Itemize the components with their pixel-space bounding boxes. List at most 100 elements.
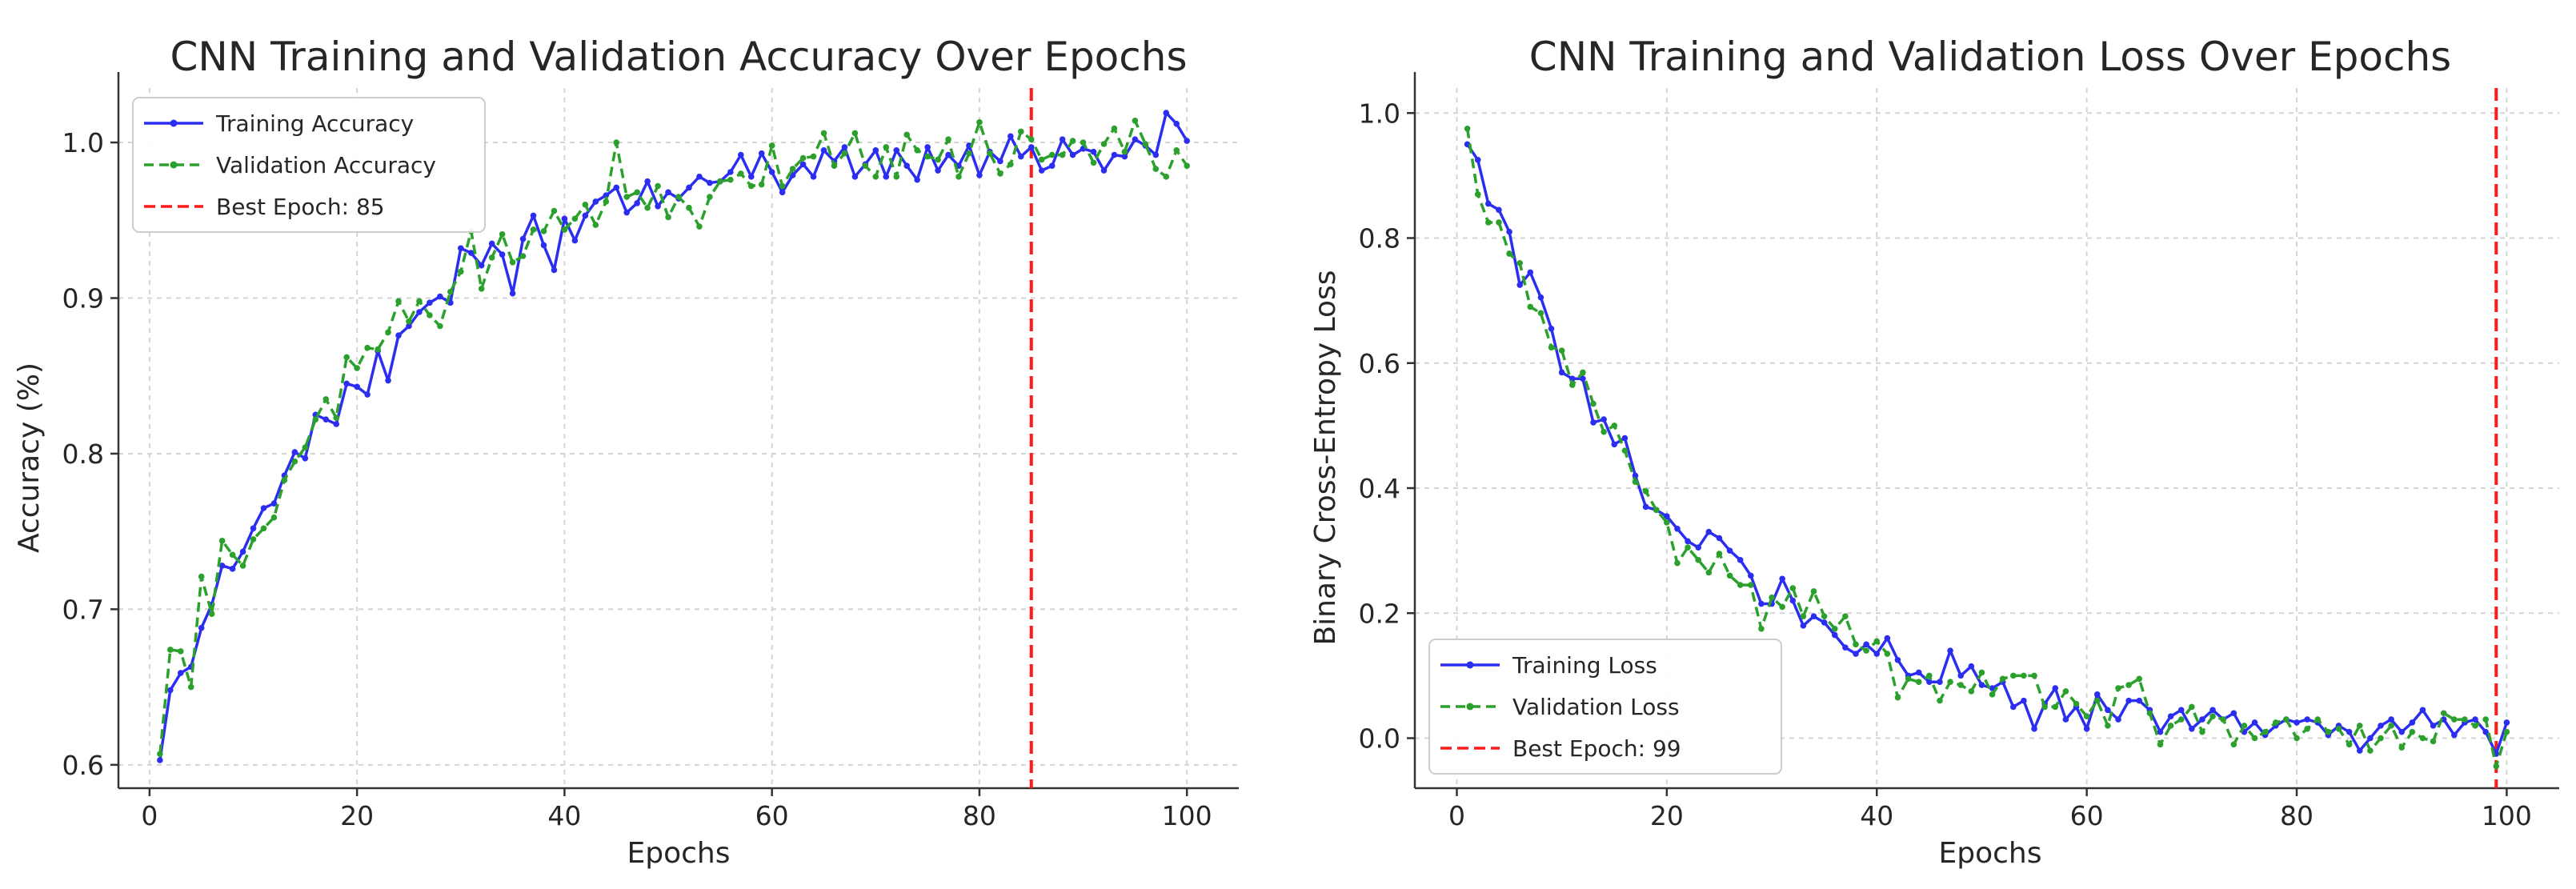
validation-data-point (561, 226, 568, 233)
validation-data-point (2503, 728, 2510, 735)
validation-data-point (1737, 582, 1744, 588)
training-data-point (437, 293, 443, 300)
validation-data-point (903, 131, 910, 138)
training-data-point (2451, 731, 2458, 739)
validation-data-point (1664, 519, 1670, 526)
training-data-point (177, 670, 184, 676)
validation-data-point (1474, 191, 1481, 198)
validation-data-point (1184, 162, 1190, 170)
validation-data-point (2157, 741, 2164, 748)
validation-data-point (634, 189, 640, 196)
training-data-point (893, 146, 900, 154)
validation-data-point (2230, 741, 2237, 748)
validation-data-point (1748, 582, 1754, 588)
legend-swatch-marker (170, 119, 178, 127)
validation-data-point (1821, 613, 1828, 619)
validation-data-point (2272, 719, 2279, 726)
x-tick-label: 60 (755, 800, 789, 831)
validation-data-point (281, 477, 288, 483)
training-data-point (623, 209, 630, 216)
training-data-point (696, 174, 703, 180)
validation-data-point (1831, 625, 1838, 632)
validation-data-point (2367, 747, 2374, 754)
training-data-point (1695, 544, 1702, 551)
validation-data-point (291, 458, 298, 465)
y-tick-label: 0.2 (1359, 598, 1400, 629)
validation-data-point (1516, 259, 1523, 266)
training-data-point (540, 242, 547, 249)
validation-data-point (1611, 422, 1618, 429)
validation-data-point (2482, 716, 2489, 723)
x-tick-label: 20 (1650, 800, 1684, 831)
training-data-point (561, 215, 568, 222)
y-tick-label: 0.8 (1359, 223, 1400, 254)
training-data-point (1947, 647, 1953, 654)
training-data-point (2378, 723, 2384, 729)
training-data-point (1632, 472, 1639, 479)
x-tick-label: 100 (2482, 800, 2532, 831)
training-data-point (457, 245, 464, 252)
training-data-point (945, 151, 951, 158)
training-data-point (2356, 747, 2363, 754)
validation-data-point (2115, 685, 2121, 691)
validation-data-point (1069, 138, 1076, 144)
x-tick-label: 60 (2070, 800, 2104, 831)
training-data-point (1726, 547, 1733, 554)
validation-data-point (2346, 741, 2353, 748)
validation-data-point (2325, 728, 2332, 735)
validation-data-point (540, 228, 547, 234)
y-tick-label: 0.6 (1359, 348, 1400, 379)
validation-data-point (1090, 159, 1097, 166)
validation-data-point (1705, 569, 1713, 576)
validation-data-point (987, 150, 993, 157)
validation-data-point (2493, 763, 2500, 770)
validation-data-point (2177, 716, 2185, 723)
training-data-point (768, 169, 775, 175)
training-data-point (406, 322, 412, 330)
training-data-point (1152, 151, 1160, 158)
training-data-point (519, 235, 527, 242)
training-data-point (644, 178, 651, 185)
validation-data-point (530, 226, 537, 233)
validation-data-point (1121, 148, 1128, 155)
training-data-point (1968, 663, 1975, 670)
legend-label: Validation Accuracy (216, 152, 436, 178)
legend-swatch-marker (170, 161, 178, 169)
training-data-point (343, 380, 350, 387)
training-data-point (1017, 153, 1024, 160)
validation-data-point (717, 178, 723, 185)
validation-data-point (1905, 675, 1912, 683)
training-data-point (1100, 167, 1108, 174)
legend-label: Training Loss (1512, 652, 1657, 679)
validation-data-point (966, 150, 972, 157)
training-data-point (2503, 719, 2510, 726)
validation-data-point (831, 162, 838, 170)
validation-data-point (737, 170, 744, 177)
validation-data-point (239, 563, 246, 569)
training-data-point (364, 391, 371, 398)
validation-data-point (1111, 125, 1118, 132)
validation-data-point (1758, 625, 1765, 632)
validation-data-point (2462, 716, 2468, 723)
training-data-point (551, 266, 558, 274)
training-data-point (1926, 679, 1933, 685)
training-data-point (2189, 725, 2195, 732)
validation-data-point (447, 288, 454, 295)
validation-data-point (727, 176, 734, 183)
training-data-point (385, 377, 391, 384)
validation-data-point (1506, 250, 1512, 257)
validation-data-point (1132, 118, 1139, 124)
validation-data-point (416, 298, 423, 305)
validation-data-point (323, 396, 330, 402)
validation-data-point (623, 194, 630, 200)
training-data-point (250, 525, 257, 532)
validation-data-point (1716, 551, 1723, 557)
training-data-point (260, 505, 267, 511)
validation-data-point (1558, 347, 1565, 354)
training-data-point (2409, 719, 2416, 726)
training-data-point (841, 144, 848, 150)
validation-data-point (1163, 174, 1170, 180)
training-data-point (2388, 716, 2394, 723)
